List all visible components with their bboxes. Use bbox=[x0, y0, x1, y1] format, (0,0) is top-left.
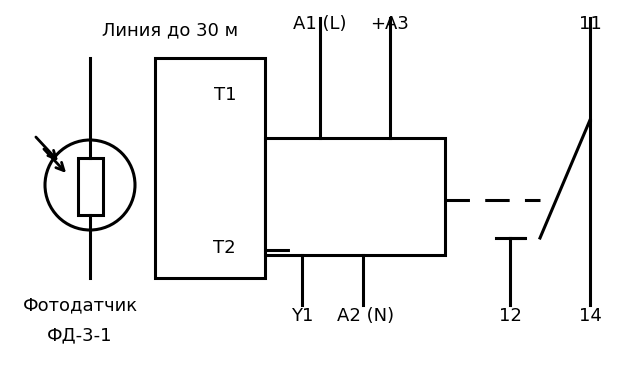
Text: 14: 14 bbox=[578, 307, 602, 325]
Text: А1 (L): А1 (L) bbox=[293, 15, 347, 33]
Text: Линия до 30 м: Линия до 30 м bbox=[102, 21, 238, 39]
Bar bbox=[155, 58, 265, 278]
Text: А2 (N): А2 (N) bbox=[337, 307, 394, 325]
Bar bbox=[265, 138, 445, 255]
Bar bbox=[78, 158, 103, 215]
Text: Y1: Y1 bbox=[291, 307, 313, 325]
Text: ФД-3-1: ФД-3-1 bbox=[47, 326, 112, 344]
Text: Фотодатчик: Фотодатчик bbox=[23, 296, 138, 314]
Text: +А3: +А3 bbox=[370, 15, 410, 33]
Text: 11: 11 bbox=[579, 15, 602, 33]
Text: Т2: Т2 bbox=[213, 239, 235, 257]
Text: Т1: Т1 bbox=[214, 86, 236, 104]
Text: 12: 12 bbox=[499, 307, 521, 325]
Circle shape bbox=[45, 140, 135, 230]
